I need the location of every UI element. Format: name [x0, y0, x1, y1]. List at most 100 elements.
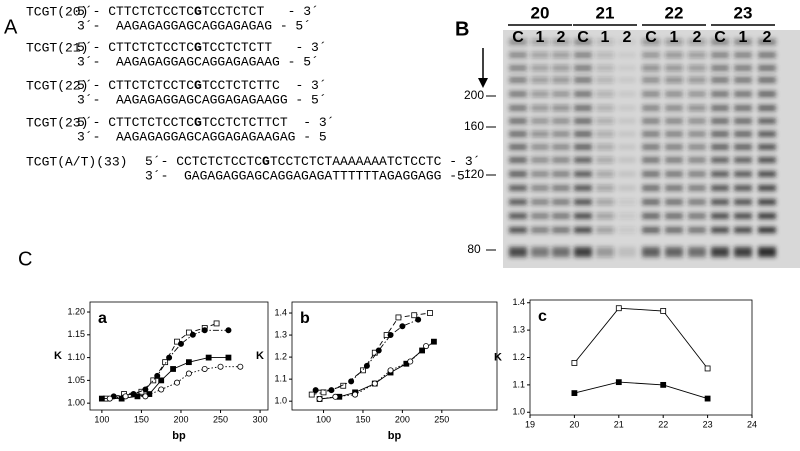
gel-band	[665, 91, 683, 97]
series-line	[113, 329, 229, 397]
gel-band	[618, 199, 636, 205]
lane-group-label: 20	[531, 3, 550, 22]
point	[704, 395, 711, 402]
point	[704, 365, 711, 372]
gel-band	[552, 171, 570, 177]
gel-band	[734, 227, 752, 233]
x-tick-label: 100	[316, 414, 331, 424]
point	[615, 379, 622, 386]
bottom-strand: 3´- AAGAGAGGAGCAGGAGAGAAG - 5´	[77, 54, 319, 69]
gel-band	[509, 65, 527, 71]
y-tick-label: 1.0	[512, 407, 525, 417]
gel-band	[509, 118, 527, 124]
strand-part: G	[194, 115, 202, 130]
gel-band	[711, 77, 729, 83]
lane-label: 1	[739, 29, 748, 46]
strand-part: TCCTCTCTTC - 3´	[202, 78, 327, 93]
gel-band	[531, 227, 549, 233]
gel-band	[758, 65, 776, 71]
gel-band	[531, 52, 549, 58]
gel-band	[758, 247, 776, 257]
point	[174, 379, 181, 386]
plot-frame	[529, 299, 753, 416]
point	[237, 363, 244, 370]
top-strand: 5´- CTTCTCTCCTCGTCCTCTCT - 3´	[77, 4, 319, 19]
gel-band	[734, 171, 752, 177]
point	[407, 358, 414, 365]
panel-label: C	[18, 248, 32, 270]
lane-label: 2	[623, 29, 632, 46]
gel-band	[665, 213, 683, 219]
gel-band	[734, 91, 752, 97]
gel-band	[552, 199, 570, 205]
gel-band	[574, 199, 592, 205]
gel-band	[618, 105, 636, 111]
point	[371, 380, 378, 387]
strand-part: TCCTCTCT - 3´	[202, 4, 319, 19]
gel-band	[618, 171, 636, 177]
gel-band	[688, 171, 706, 177]
gel-band	[665, 171, 683, 177]
gel-band	[642, 247, 660, 257]
point	[185, 359, 192, 366]
gel-band	[531, 213, 549, 219]
strand-part: G	[262, 154, 270, 169]
sequence-name: TCGT(A/T)(33)	[26, 154, 127, 169]
gel-band	[642, 213, 660, 219]
gel-band	[509, 157, 527, 163]
strand-part: G	[194, 4, 202, 19]
x-tick-label: 200	[173, 414, 188, 424]
size-marker: 160	[464, 119, 484, 133]
gel-band	[665, 131, 683, 137]
gel-band	[531, 185, 549, 191]
gel-band	[552, 52, 570, 58]
x-tick-label: 23	[703, 419, 713, 429]
point	[360, 367, 366, 374]
gel-band	[758, 227, 776, 233]
gel-band	[688, 52, 706, 58]
series-line	[574, 381, 708, 400]
gel-band	[665, 227, 683, 233]
gel-band	[531, 199, 549, 205]
lane-label: 1	[601, 29, 610, 46]
gel-band	[552, 213, 570, 219]
point	[395, 314, 402, 321]
gel-band	[688, 131, 706, 137]
gel-band	[665, 39, 683, 45]
gel-band	[509, 199, 527, 205]
gel-band	[618, 91, 636, 97]
lane-group-label: 21	[596, 3, 615, 22]
gel-band	[642, 77, 660, 83]
y-tick-label: 1.00	[67, 398, 85, 408]
y-tick-label: 1.2	[274, 351, 287, 361]
point	[415, 316, 422, 323]
strand-part: 5´- CTTCTCTCCTC	[77, 78, 194, 93]
point	[352, 391, 359, 398]
top-strand: 5´- CTTCTCTCCTCGTCCTCTCTTCT - 3´	[77, 115, 334, 130]
x-tick-label: 250	[434, 414, 449, 424]
gel-band	[665, 247, 683, 257]
gel-band	[758, 131, 776, 137]
gel-band	[688, 105, 706, 111]
gel-band	[509, 185, 527, 191]
lane-group-label: 23	[734, 3, 753, 22]
gel-band	[642, 144, 660, 150]
sequence-name: TCGT(22)	[26, 78, 88, 93]
x-tick-label: 100	[94, 414, 109, 424]
point	[571, 390, 578, 396]
point	[387, 367, 394, 374]
gel-band	[688, 39, 706, 45]
gel-band	[531, 105, 549, 111]
bottom-strand: 3´- AAGAGAGGAGCAGGAGAGAAGG - 5´	[77, 92, 327, 107]
gel-band	[665, 65, 683, 71]
lane-group-label: 22	[665, 3, 684, 22]
point	[158, 386, 165, 393]
point	[387, 332, 394, 339]
gel-band	[688, 157, 706, 163]
gel-band	[618, 157, 636, 163]
gel-band	[574, 118, 592, 124]
gel-band	[758, 105, 776, 111]
gel-band	[711, 247, 729, 257]
gel-band	[711, 39, 729, 45]
gel-band	[596, 144, 614, 150]
